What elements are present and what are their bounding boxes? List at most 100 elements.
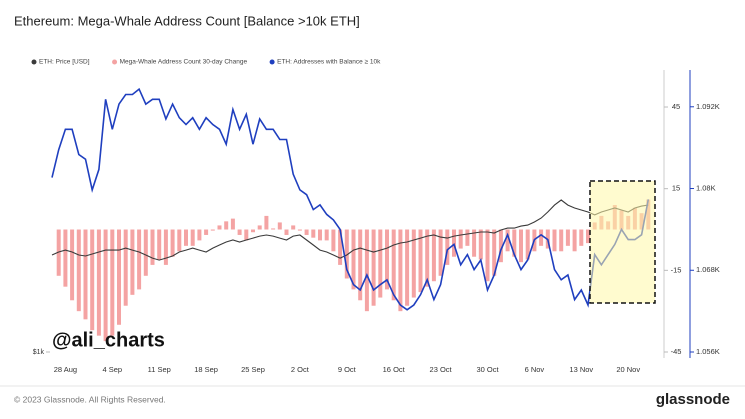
legend-swatch bbox=[112, 59, 118, 65]
bar bbox=[385, 229, 389, 290]
y2-tick-label: 45 bbox=[672, 102, 680, 111]
bar bbox=[277, 222, 282, 230]
bar bbox=[184, 229, 188, 246]
bar bbox=[539, 229, 544, 246]
bar bbox=[565, 229, 570, 246]
line bbox=[51, 87, 650, 311]
y2-tick-label: -15 bbox=[671, 265, 682, 274]
x-tick-label: 18 Sep bbox=[194, 365, 218, 374]
bar bbox=[210, 229, 215, 231]
bar bbox=[170, 229, 175, 257]
bar bbox=[96, 229, 101, 336]
bar bbox=[445, 229, 450, 265]
bar bbox=[83, 229, 88, 320]
bar bbox=[264, 215, 269, 230]
bar bbox=[70, 229, 75, 301]
bar bbox=[586, 229, 590, 244]
x-tick-label: 11 Sep bbox=[148, 365, 171, 374]
bar bbox=[438, 229, 443, 276]
bar bbox=[257, 225, 262, 230]
plot: $1k 45 15 -15 -45 1.092K 1.08K 1.068K 1.056K 28 A… bbox=[33, 87, 720, 374]
bar bbox=[492, 229, 497, 276]
bar bbox=[371, 229, 376, 306]
y3-tick-label: 1.092K bbox=[696, 102, 720, 111]
bar bbox=[331, 229, 336, 252]
watermark: @ali_charts bbox=[52, 329, 165, 351]
bar bbox=[123, 229, 128, 306]
bar bbox=[472, 229, 477, 257]
x-tick-label: 6 Nov bbox=[525, 365, 545, 374]
bar bbox=[452, 229, 456, 257]
x-tick-label: 16 Oct bbox=[383, 365, 406, 374]
bar bbox=[338, 229, 343, 265]
y-tick-label: $1k bbox=[33, 349, 45, 356]
bar bbox=[117, 229, 121, 325]
x-tick-label: 23 Oct bbox=[430, 365, 453, 374]
x-tick-label: 20 Nov bbox=[616, 365, 640, 374]
bar bbox=[398, 229, 403, 312]
bar bbox=[351, 229, 356, 290]
bar bbox=[411, 229, 416, 298]
legend-label: ETH: Price [USD] bbox=[39, 59, 90, 66]
bar bbox=[344, 229, 349, 279]
x-tick-label: 4 Sep bbox=[102, 365, 122, 374]
bar bbox=[358, 229, 363, 301]
bar bbox=[197, 229, 202, 241]
legend-swatch bbox=[269, 59, 275, 65]
x-tick-label: 9 Oct bbox=[338, 365, 357, 374]
bar bbox=[324, 229, 329, 241]
bar bbox=[431, 229, 436, 282]
bar bbox=[56, 229, 61, 276]
bar bbox=[552, 229, 557, 252]
bar bbox=[230, 218, 235, 230]
bar bbox=[143, 229, 148, 276]
bar bbox=[391, 229, 396, 301]
x-tick-label: 13 Nov bbox=[569, 365, 593, 374]
bar bbox=[304, 229, 309, 235]
bar bbox=[519, 229, 523, 263]
bar bbox=[505, 229, 510, 252]
bar bbox=[378, 229, 383, 298]
bar bbox=[163, 229, 168, 265]
bar bbox=[190, 229, 195, 246]
y3-tick-label: 1.056K bbox=[696, 347, 720, 356]
bar bbox=[579, 229, 584, 246]
bar bbox=[425, 229, 430, 287]
bar bbox=[297, 229, 302, 231]
bar bbox=[364, 229, 369, 312]
bar bbox=[318, 229, 322, 241]
bar bbox=[559, 229, 564, 252]
bar bbox=[76, 229, 81, 312]
bar bbox=[311, 229, 316, 238]
line bbox=[51, 199, 649, 261]
bar bbox=[157, 229, 162, 260]
bar bbox=[177, 229, 182, 252]
bar bbox=[204, 229, 209, 235]
bar bbox=[237, 229, 242, 235]
footer: © 2023 Glassnode. All Rights Reserved. bbox=[14, 394, 166, 404]
bar bbox=[485, 229, 490, 282]
bar bbox=[405, 229, 410, 306]
y2-tick-label: 15 bbox=[672, 184, 680, 193]
legend-swatch bbox=[31, 59, 37, 65]
bar bbox=[478, 229, 483, 260]
legend-label: Mega-Whale Address Count 30-day Change bbox=[120, 59, 248, 66]
bar bbox=[103, 229, 108, 342]
bar bbox=[110, 229, 115, 336]
bar bbox=[572, 229, 577, 252]
x-tick-label: 2 Oct bbox=[291, 365, 310, 374]
bar bbox=[63, 229, 68, 287]
brand: glassnode bbox=[656, 391, 730, 408]
bar bbox=[291, 225, 296, 230]
bar bbox=[137, 229, 142, 290]
bar bbox=[224, 221, 229, 230]
x-tick-label: 25 Sep bbox=[241, 365, 265, 374]
bar bbox=[130, 229, 135, 295]
bar bbox=[244, 229, 249, 241]
x-tick-label: 30 Oct bbox=[476, 365, 499, 374]
y2-tick-label: -45 bbox=[671, 347, 682, 356]
bar bbox=[251, 229, 255, 233]
highlight-box bbox=[589, 180, 656, 304]
legend-label: ETH: Addresses with Balance ≥ 10k bbox=[277, 59, 381, 66]
